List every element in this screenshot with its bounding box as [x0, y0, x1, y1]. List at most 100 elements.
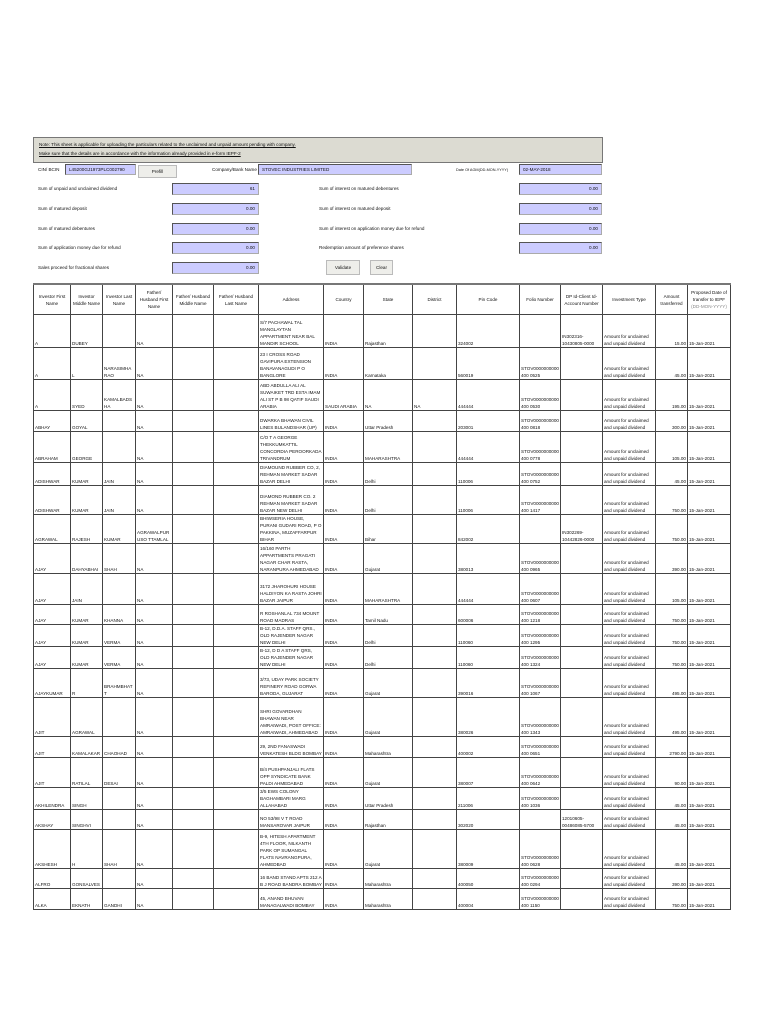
- table-cell[interactable]: B/4 PUSHPANJALI FLATS OPP SYNDICATE BANK…: [258, 757, 324, 788]
- table-cell[interactable]: 211006: [456, 787, 520, 810]
- table-cell[interactable]: NA: [135, 410, 173, 432]
- table-cell[interactable]: 16 BAND STAND APTS 212 A B J ROAD BANDRA…: [258, 868, 324, 889]
- table-cell[interactable]: 105.00: [655, 431, 688, 463]
- table-cell[interactable]: [560, 624, 603, 647]
- table-cell[interactable]: KUMAR: [70, 462, 103, 486]
- table-cell[interactable]: L: [70, 347, 103, 380]
- table-cell[interactable]: 15-Jan-2021: [687, 646, 731, 669]
- table-cell[interactable]: INDIA: [323, 868, 364, 889]
- table-cell[interactable]: [560, 668, 603, 698]
- table-cell[interactable]: Gujarat: [363, 668, 413, 698]
- table-cell[interactable]: INDIA: [323, 809, 364, 830]
- table-cell[interactable]: INDIA: [323, 697, 364, 737]
- table-cell[interactable]: DIAMOUND RUBBER CO, 2, REHMAN MARKET SAD…: [258, 462, 324, 486]
- table-cell[interactable]: 400050: [456, 868, 520, 889]
- table-cell[interactable]: R ROSHANLAL 734 MOUNT ROAD MADRAS: [258, 604, 324, 625]
- table-cell[interactable]: [560, 543, 603, 574]
- table-cell[interactable]: NA: [135, 646, 173, 669]
- table-cell[interactable]: [172, 514, 214, 544]
- table-cell[interactable]: [172, 543, 214, 574]
- table-cell[interactable]: 15-Jan-2021: [687, 379, 731, 411]
- table-cell[interactable]: SHRI GOVARDHAN BHAWAN NEAR AMRAIWADI, PO…: [258, 697, 324, 737]
- table-cell[interactable]: SINGH: [70, 787, 103, 810]
- table-cell[interactable]: JAIN: [102, 485, 136, 515]
- table-cell[interactable]: STOV0000000000400 1218: [519, 604, 561, 625]
- table-cell[interactable]: Rajasthan: [363, 809, 413, 830]
- table-cell[interactable]: [172, 868, 214, 889]
- amount-input[interactable]: 0.00: [519, 242, 602, 254]
- cin-input[interactable]: L45200GJ1973PLC002790: [65, 164, 136, 175]
- table-cell[interactable]: Rajasthan: [363, 314, 413, 348]
- table-cell[interactable]: KHANNA: [102, 604, 136, 625]
- table-cell[interactable]: 45.00: [655, 829, 688, 869]
- table-cell[interactable]: DUBEY: [70, 314, 103, 348]
- table-cell[interactable]: STOV0000000000400 1417: [519, 485, 561, 515]
- table-cell[interactable]: Amount for unclaimed and unpaid dividend: [602, 514, 656, 544]
- table-cell[interactable]: Amount for unclaimed and unpaid dividend: [602, 757, 656, 788]
- table-cell[interactable]: 45.00: [655, 809, 688, 830]
- table-cell[interactable]: [412, 668, 457, 698]
- table-cell[interactable]: [213, 410, 259, 432]
- table-cell[interactable]: 15-Jan-2021: [687, 431, 731, 463]
- table-cell[interactable]: [560, 697, 603, 737]
- table-cell[interactable]: [560, 573, 603, 605]
- amount-input[interactable]: 0.00: [172, 203, 259, 215]
- table-cell[interactable]: [172, 697, 214, 737]
- table-cell[interactable]: STOV0000000000400 0965: [519, 543, 561, 574]
- table-cell[interactable]: [412, 757, 457, 788]
- amount-input[interactable]: 0.00: [172, 242, 259, 254]
- table-cell[interactable]: 15-Jan-2021: [687, 624, 731, 647]
- amount-input[interactable]: 0.00: [519, 183, 602, 195]
- table-cell[interactable]: Amount for unclaimed and unpaid dividend: [602, 646, 656, 669]
- amount-input[interactable]: 0.00: [172, 262, 259, 274]
- table-cell[interactable]: NA: [135, 485, 173, 515]
- table-cell[interactable]: C/O T A GEORGE THEKKUMKATTIL CONCORDIA P…: [258, 431, 324, 463]
- table-cell[interactable]: INDIA: [323, 485, 364, 515]
- table-cell[interactable]: NA: [135, 431, 173, 463]
- table-cell[interactable]: 15-Jan-2021: [687, 829, 731, 869]
- table-cell[interactable]: INDIA: [323, 668, 364, 698]
- table-cell[interactable]: Amount for unclaimed and unpaid dividend: [602, 809, 656, 830]
- table-cell[interactable]: ADISHWAR: [33, 462, 71, 486]
- table-cell[interactable]: 45, ANAND BHUVAN MANAGALWADI BOMBAY: [258, 888, 324, 910]
- table-cell[interactable]: [412, 624, 457, 647]
- table-cell[interactable]: [213, 431, 259, 463]
- table-cell[interactable]: KUMAR: [102, 514, 136, 544]
- table-cell[interactable]: Amount for unclaimed and unpaid dividend: [602, 347, 656, 380]
- table-cell[interactable]: VERMA: [102, 624, 136, 647]
- table-cell[interactable]: INDIA: [323, 514, 364, 544]
- table-cell[interactable]: BHIWSERIA HOUSE, PURANI GUDARI ROAD, P O…: [258, 514, 324, 544]
- table-cell[interactable]: 390.00: [655, 868, 688, 889]
- table-cell[interactable]: NA: [135, 736, 173, 758]
- table-cell[interactable]: 203001: [456, 410, 520, 432]
- table-cell[interactable]: 45.00: [655, 787, 688, 810]
- table-cell[interactable]: R: [70, 668, 103, 698]
- table-cell[interactable]: AJIT: [33, 757, 71, 788]
- table-cell[interactable]: B-9, HITESH APARTMENT 4TH FLOOR, NILKANT…: [258, 829, 324, 869]
- table-cell[interactable]: 560019: [456, 347, 520, 380]
- table-cell[interactable]: NA: [135, 697, 173, 737]
- table-cell[interactable]: [412, 485, 457, 515]
- table-cell[interactable]: NA: [135, 462, 173, 486]
- table-cell[interactable]: 750.00: [655, 646, 688, 669]
- table-cell[interactable]: S/7 PACHAWAL TAL MANGLAYTAN APPARTMENT N…: [258, 314, 324, 348]
- table-cell[interactable]: 390.00: [655, 543, 688, 574]
- table-cell[interactable]: DAHYABHAI: [70, 543, 103, 574]
- table-cell[interactable]: Delhi: [363, 646, 413, 669]
- table-cell[interactable]: 495.00: [655, 697, 688, 737]
- table-cell[interactable]: [172, 314, 214, 348]
- table-cell[interactable]: 380009: [456, 829, 520, 869]
- table-cell[interactable]: Gujarat: [363, 697, 413, 737]
- table-cell[interactable]: STOV0000000000400 0525: [519, 347, 561, 380]
- table-cell[interactable]: [213, 462, 259, 486]
- table-cell[interactable]: [213, 829, 259, 869]
- table-cell[interactable]: [102, 314, 136, 348]
- table-cell[interactable]: GANDHI: [102, 888, 136, 910]
- table-cell[interactable]: 15-Jan-2021: [687, 787, 731, 810]
- table-cell[interactable]: NA: [363, 379, 413, 411]
- table-cell[interactable]: 380013: [456, 543, 520, 574]
- table-cell[interactable]: [560, 757, 603, 788]
- table-cell[interactable]: AJAY: [33, 573, 71, 605]
- table-cell[interactable]: 16/160 PARTH APPARTMENTS PRAGATI NAGAR C…: [258, 543, 324, 574]
- table-cell[interactable]: SINGHVI: [70, 809, 103, 830]
